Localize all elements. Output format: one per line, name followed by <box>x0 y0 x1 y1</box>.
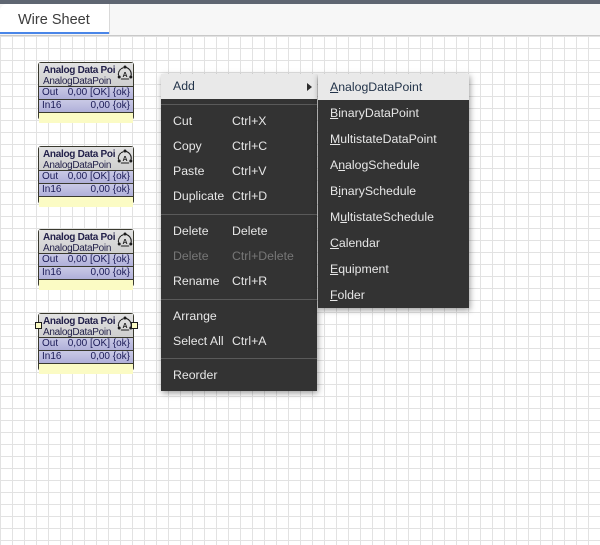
svg-text:A: A <box>122 156 127 163</box>
svg-text:A: A <box>122 323 127 330</box>
svg-text:A: A <box>122 239 127 246</box>
svg-text:A: A <box>122 72 127 79</box>
